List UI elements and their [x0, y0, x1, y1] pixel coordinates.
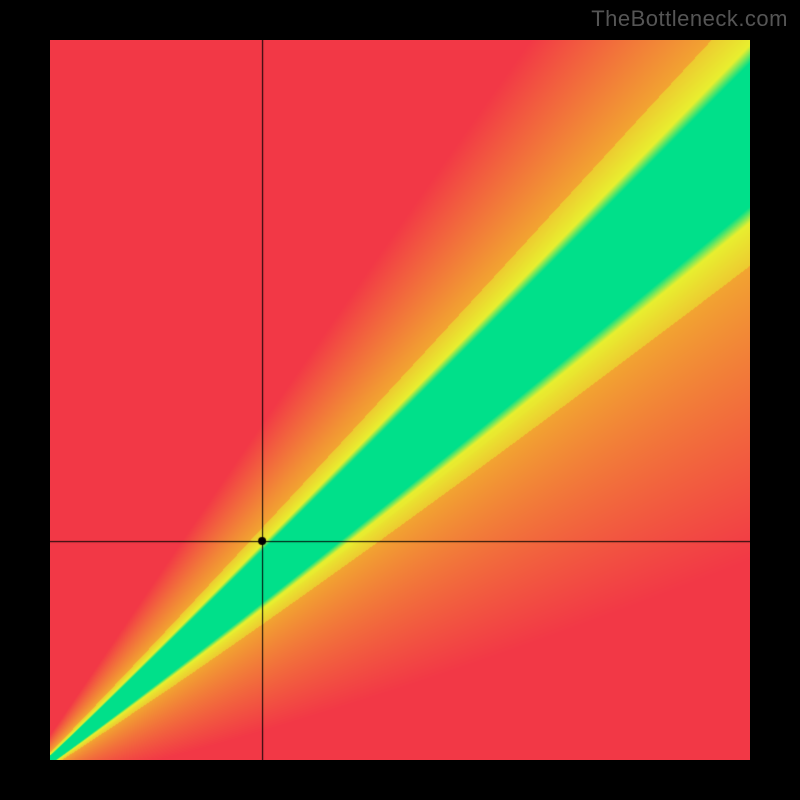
watermark-text: TheBottleneck.com: [591, 6, 788, 32]
plot-area: [50, 40, 750, 760]
chart-container: TheBottleneck.com: [0, 0, 800, 800]
heatmap-canvas: [50, 40, 750, 760]
